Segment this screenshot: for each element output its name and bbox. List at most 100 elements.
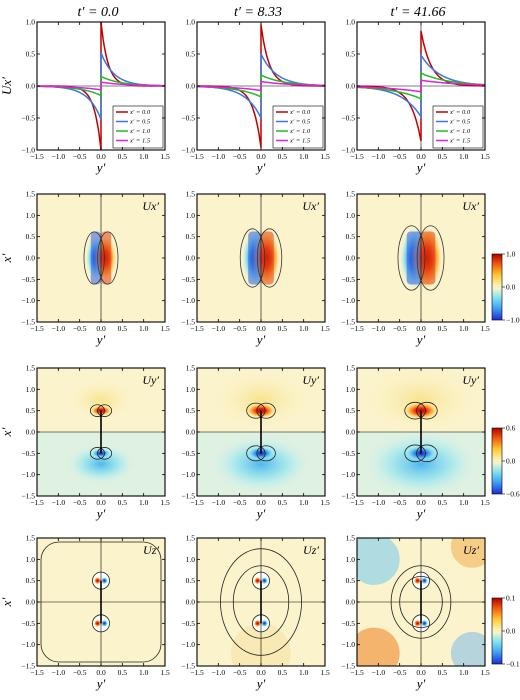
outer-contour <box>220 548 302 656</box>
field-panel-Uz-field-2-xtick-label: −0.5 <box>233 668 247 677</box>
colorbars-layer: 1.0 0.0 −1.0 0.6 0.0 −0.6 0.1 0.0 −0.1 <box>491 250 520 669</box>
field-panel-Uz-field-1-xtick-label: 0.5 <box>118 668 128 677</box>
field-tag: Ux′ <box>462 199 479 213</box>
legend-label: x′ = 0.0 <box>129 109 151 116</box>
line-panel-2-ytick-label: 0.5 <box>186 50 196 59</box>
field-panel-Uz-field-1-ytick-label: 0.5 <box>26 576 36 585</box>
field-panel-Ux-field-1-xtick-label: 1.5 <box>160 324 170 333</box>
field-panel-Uy-field-2-ytick-label: −1.5 <box>181 492 195 501</box>
field-panel-Uz-field-3-axes: −1.5 −1.0 −0.5 0.0 0.5 1.0 1.5 −1.5 −1.0 −0.5 0.0 0… <box>341 534 490 692</box>
line-panel-2-axes: −1.5 −1.0 −0.5 0.0 0.5 1.0 1.5−1.0−0.50.00.51.… <box>181 18 330 176</box>
field-panel-Ux-field-1-xlabel: y′ <box>95 332 106 347</box>
field-panel-Uz-field-2-ytick-label: 0.0 <box>186 598 196 607</box>
positive-core <box>261 231 274 285</box>
field-panel-Ux-field-2-axes: −1.5 −1.0 −0.5 0.0 0.5 1.0 1.5 −1.5 −1.0 −0.5 0.0 0… <box>181 190 330 348</box>
field-panel-Ux-field-2-ytick-label: −1.0 <box>181 296 195 305</box>
line-panel-2-xtick-label: −1.0 <box>212 152 226 161</box>
line-panel-2-xtick-label: 0.0 <box>256 152 266 161</box>
positive-core <box>421 231 436 285</box>
column-title-1: t′ = 0.0 <box>78 5 119 20</box>
colorbar-tick-label: −1.0 <box>506 316 520 325</box>
field-panel-Uz-field-3-ytick-label: 0.0 <box>346 598 356 607</box>
field-panel-Ux-field-2-xlabel: y′ <box>255 332 266 347</box>
field-panel-Ux-field-1-axes: −1.5 −1.0 −0.5 0.0 0.5 1.0 1.5 −1.5 −1.0 −0.5 0.0 0… <box>0 190 170 348</box>
field-panel-Ux-field-3-axes: −1.5 −1.0 −0.5 0.0 0.5 1.0 1.5 −1.5 −1.0 −0.5 0.0 0… <box>341 190 490 348</box>
field-panel-Ux-field-2-ytick-label: 0.5 <box>186 232 196 241</box>
field-panel-Uz-field-2-ytick-label: 1.0 <box>186 555 196 564</box>
field-panel-Ux-field-2-xtick-label: 0.5 <box>278 324 288 333</box>
field-panel-Uz-field-3-ytick-label: 1.5 <box>346 534 356 543</box>
series-line-4 <box>37 81 165 91</box>
field-panel-Uy-field-2-xtick-label: 0.5 <box>278 498 288 507</box>
line-panel-1-xtick-label: −0.5 <box>73 152 87 161</box>
line-panel-2-xtick-label: −0.5 <box>233 152 247 161</box>
contour-lobe <box>246 402 266 419</box>
field-panel-Uy-field-1-xtick-label: 0.0 <box>96 498 106 507</box>
field-panel-Uy-field-3-xtick-label: 1.0 <box>459 498 469 507</box>
colorbar-Uz-field: 0.1 0.0 −0.1 <box>491 594 520 669</box>
contour-lobe <box>256 402 276 419</box>
field-panel-Uy-field-2-xtick-label: −1.0 <box>212 498 226 507</box>
field-panel-Ux-field-1-ytick-label: 0.5 <box>26 232 36 241</box>
field-panel-Uz-field-2-ytick-label: −1.5 <box>181 662 195 671</box>
field-panel-Ux-field-1-xtick-label: −1.5 <box>30 324 44 333</box>
field-panel-Ux-field-2-xtick-label: 0.0 <box>256 324 266 333</box>
field-panel-Ux-field-2-xtick-label: 1.5 <box>320 324 330 333</box>
field-panel-Ux-field-1-xtick-label: 0.0 <box>96 324 106 333</box>
colorbar-Uy-field: 0.6 0.0 −0.6 <box>491 424 520 499</box>
field-panel-Uy-field-2-ytick-label: 0.0 <box>186 428 196 437</box>
negative-spot <box>100 576 109 585</box>
field-panel-Ux-field-2-xtick-label: −1.0 <box>212 324 226 333</box>
line-panel-1-xtick-label: 1.0 <box>139 152 149 161</box>
field-panel-Uy-field-2-xtick-label: 1.5 <box>320 498 330 507</box>
field-panel-Uy-field-1-xtick-label: 1.5 <box>160 498 170 507</box>
field-panel-Uy-field-1-ytick-label: −1.0 <box>21 470 35 479</box>
field-panel-Ux-field-1-ytick-label: −1.0 <box>21 296 35 305</box>
field-panel-Uz-field-3-ytick-label: −1.5 <box>341 662 355 671</box>
line-panel-1-xtick-label: 1.5 <box>160 152 170 161</box>
field-panel-Ux-field-1-ytick-label: 1.0 <box>26 211 36 220</box>
contour-lobe <box>89 447 105 460</box>
field-panel-Uy-field-2-ytick-label: 1.0 <box>186 385 196 394</box>
column-title-2: t′ = 8.33 <box>234 5 282 20</box>
colorbar-tick-label: −0.6 <box>506 490 520 499</box>
field-panel-Uy-field-1-xtick-label: −1.0 <box>52 498 66 507</box>
series-line-4 <box>357 79 485 93</box>
contour-left <box>397 225 426 291</box>
line-panel-3-ytick-label: 0.5 <box>346 50 356 59</box>
lower-halo <box>209 434 313 494</box>
line-panel-3-xtick-label: 1.5 <box>480 152 490 161</box>
line-panel-1-ytick-label: 0.5 <box>26 50 36 59</box>
positive-spot <box>93 576 102 585</box>
negative-core <box>248 231 261 285</box>
field-panel-Uy-field-2-xtick-label: −1.5 <box>190 498 204 507</box>
field-panel-Ux-field-2 <box>197 194 325 322</box>
legend-label: x′ = 1.5 <box>129 138 151 145</box>
field-panel-Ux-field-1-ytick-label: −0.5 <box>21 275 35 284</box>
field-tag: Uz′ <box>463 543 479 557</box>
field-panel-Ux-field-3 <box>357 194 485 322</box>
field-panel-Uz-field-1-ytick-label: −0.5 <box>21 619 35 628</box>
field-panel-Ux-field-3-ytick-label: −1.5 <box>341 318 355 327</box>
field-panel-Uy-field-1-ytick-label: −1.5 <box>21 492 35 501</box>
legend-label: x′ = 0.5 <box>449 119 471 126</box>
field-panel-Uy-field-1-ytick-label: 1.5 <box>26 364 36 373</box>
colorbar-gradient <box>491 597 503 665</box>
colorbar-tick-label: 0.0 <box>506 283 516 292</box>
field-panel-Uy-field-2-axes: −1.5 −1.0 −0.5 0.0 0.5 1.0 1.5 −1.5 −1.0 −0.5 0.0 0… <box>181 364 330 522</box>
field-panel-Uz-field-1-xtick-label: 0.0 <box>96 668 106 677</box>
line-panel-2-ytick-label: −1.0 <box>181 146 195 155</box>
field-panel-Uy-field-2-xlabel: y′ <box>255 506 266 521</box>
line-panel-3-xlabel: y′ <box>415 160 426 175</box>
colorbar-tick-label: 0.0 <box>506 457 516 466</box>
field-panel-Uz-field-1-ytick-label: 0.0 <box>26 598 36 607</box>
field-panel-Uy-field-1-axes: −1.5 −1.0 −0.5 0.0 0.5 1.0 1.5 −1.5 −1.0 −0.5 0.0 0… <box>0 364 170 522</box>
background-blob <box>450 631 485 666</box>
field-tag: Uz′ <box>143 543 159 557</box>
field-panel-Uz-field-3 <box>357 538 485 666</box>
field-panel-Ux-field-3-xtick-label: 0.0 <box>416 324 426 333</box>
field-tag: Uz′ <box>303 543 319 557</box>
colorbar-gradient <box>491 253 503 321</box>
axes-layer: −1.5 −1.0 −0.5 0.0 0.5 1.0 1.5 −1.0 −0.5 0.0 0.5 1.… <box>0 18 490 692</box>
line-panel-3-axes: −1.5 −1.0 −0.5 0.0 0.5 1.0 1.5−1.0−0.50.00.51.… <box>341 18 490 176</box>
